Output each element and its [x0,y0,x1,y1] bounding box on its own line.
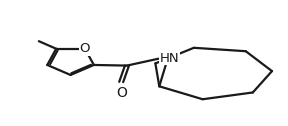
Text: HN: HN [160,52,180,65]
Text: O: O [116,86,127,100]
Text: O: O [80,42,90,55]
